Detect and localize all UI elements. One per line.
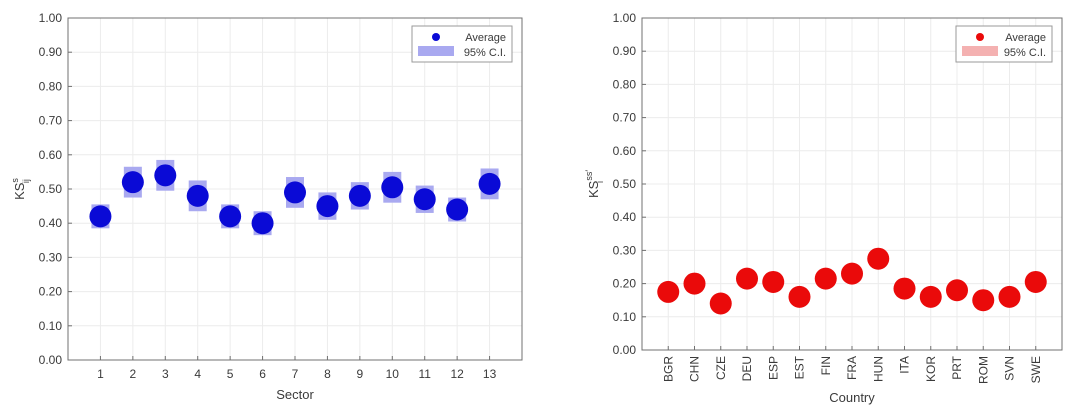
y-tick-label: 0.30 [39, 250, 63, 264]
x-tick-label: 7 [292, 367, 299, 381]
average-marker [683, 272, 706, 295]
y-tick-label: 0.40 [39, 216, 63, 230]
y-tick-label: 0.00 [613, 343, 637, 357]
average-marker [972, 289, 995, 312]
legend-box [955, 25, 1053, 63]
x-tick-label: 11 [418, 367, 431, 381]
y-axis-label: KSsij [10, 178, 31, 200]
x-tick-label: 9 [357, 367, 364, 381]
x-tick-label: BGR [661, 356, 675, 382]
average-marker [121, 171, 144, 194]
y-tick-label: 1.00 [39, 11, 63, 25]
x-tick-label: CZE [714, 356, 728, 380]
legend: Average 95% C.I. [955, 25, 1053, 63]
x-tick-label: FRA [845, 356, 859, 380]
x-tick-label: SWE [1029, 356, 1043, 383]
average-marker [251, 212, 274, 235]
average-marker [657, 280, 680, 303]
average-marker [348, 184, 371, 207]
x-tick-label: KOR [924, 356, 938, 382]
legend-ci-label: 95% C.I. [464, 47, 506, 59]
x-tick-label: 12 [450, 367, 464, 381]
average-marker [89, 205, 112, 228]
x-tick-label: ITA [898, 356, 912, 374]
x-axis-label: Country [829, 390, 875, 405]
average-marker [946, 279, 968, 302]
average-marker [154, 164, 177, 187]
y-tick-label: 0.00 [39, 353, 63, 367]
x-tick-label: DEU [740, 356, 754, 381]
average-marker [762, 270, 785, 293]
y-tick-label: 0.50 [39, 182, 63, 196]
x-tick-label: 13 [483, 367, 497, 381]
legend-average-swatch [432, 33, 440, 41]
average-marker [814, 267, 837, 290]
legend-average-label: Average [465, 32, 506, 44]
y-tick-label: 0.90 [613, 44, 637, 58]
average-marker [736, 267, 758, 290]
average-marker [186, 184, 209, 207]
y-tick-label: 0.70 [613, 111, 637, 125]
x-tick-label: PRT [950, 355, 964, 379]
x-tick-label: 6 [259, 367, 266, 381]
average-marker [919, 285, 942, 308]
y-tick-label: 0.80 [39, 79, 63, 93]
legend-average-label: Average [1005, 32, 1046, 44]
average-marker [867, 247, 890, 270]
y-tick-label: 0.10 [613, 310, 637, 324]
y-tick-label: 0.10 [39, 319, 63, 333]
y-tick-label: 0.30 [613, 243, 637, 257]
average-marker [1024, 270, 1047, 293]
x-tick-label: ROM [976, 356, 990, 384]
legend-ci-label: 95% C.I. [1004, 47, 1046, 59]
legend-average-swatch [976, 33, 984, 41]
y-tick-label: 0.20 [613, 277, 637, 291]
y-tick-label: 0.70 [39, 114, 63, 128]
y-tick-label: 0.50 [613, 177, 637, 191]
y-tick-label: 0.40 [613, 210, 637, 224]
y-tick-label: 0.90 [39, 45, 63, 59]
average-marker [284, 181, 306, 204]
average-marker [478, 172, 501, 195]
x-tick-label: 3 [162, 367, 169, 381]
average-marker [413, 188, 436, 211]
average-marker [841, 262, 863, 285]
average-marker [446, 198, 469, 221]
x-tick-label: FIN [819, 356, 833, 375]
y-tick-label: 0.60 [613, 144, 637, 158]
y-tick-label: 0.80 [613, 77, 637, 91]
y-tick-label: 0.20 [39, 285, 63, 299]
x-tick-label: 4 [194, 367, 201, 381]
x-tick-label: EST [793, 355, 807, 379]
x-tick-label: ESP [766, 356, 780, 380]
x-tick-label: 5 [227, 367, 234, 381]
y-axis-label: KSss′i [584, 170, 605, 198]
legend-ci-swatch [962, 46, 998, 56]
x-tick-label: 8 [324, 367, 331, 381]
x-tick-label: HUN [871, 356, 885, 382]
chart-left: 0.00 0.10 0.20 0.30 0.40 0.50 0.60 0.70 0.80 0.90… [10, 11, 523, 402]
average-marker [709, 292, 732, 315]
average-marker [893, 277, 916, 300]
average-marker [219, 205, 242, 228]
x-tick-label: CHN [688, 356, 702, 382]
x-tick-label: 10 [386, 367, 400, 381]
x-tick-label: 2 [130, 367, 137, 381]
average-marker [381, 176, 404, 199]
y-tick-label: 0.60 [39, 148, 63, 162]
legend-ci-swatch [418, 46, 454, 56]
x-axis-label: Sector [276, 387, 314, 402]
y-tick-label: 1.00 [613, 11, 637, 25]
legend: Average 95% C.I. [411, 25, 513, 63]
average-marker [316, 195, 339, 218]
chart-right: 0.00 0.10 0.20 0.30 0.40 0.50 0.60 0.70 0.80 0.90… [584, 11, 1063, 405]
average-marker [998, 285, 1021, 308]
average-marker [788, 285, 811, 308]
x-tick-label: SVN [1003, 356, 1017, 381]
x-tick-label: 1 [97, 367, 104, 381]
